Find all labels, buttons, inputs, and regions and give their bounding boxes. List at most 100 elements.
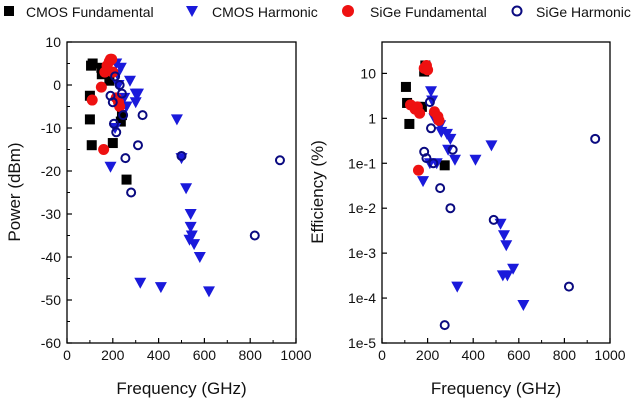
efficiency-y-tick-label: 1e-4 — [348, 290, 376, 306]
efficiency-point-sige-fundamental — [433, 114, 445, 126]
legend-label-sige-harmonic: SiGe Harmonic — [536, 4, 631, 20]
power-y-tick-label: 0 — [53, 77, 61, 93]
efficiency-x-tick-label: 400 — [462, 347, 486, 363]
legend-marker-cmos-harmonic — [186, 6, 198, 17]
power-point-cmos-fundamental — [96, 62, 107, 73]
legend: CMOS Fundamental CMOS Harmonic SiGe Fund… — [4, 4, 631, 20]
power-y-tick-label: -10 — [41, 120, 61, 136]
power-chart-y-title: Power (dBm) — [5, 142, 24, 241]
efficiency-point-sige-harmonic — [421, 153, 432, 164]
power-point-cmos-harmonic — [188, 239, 201, 251]
power-point-sige-fundamental — [98, 144, 110, 155]
efficiency-point-cmos-harmonic — [425, 86, 438, 98]
power-x-tick-label: 1000 — [280, 347, 311, 363]
efficiency-y-tick-label: 1e-5 — [348, 335, 376, 351]
efficiency-point-sige-fundamental — [414, 107, 426, 119]
efficiency-point-cmos-harmonic — [507, 263, 520, 275]
legend-label-cmos-fundamental: CMOS Fundamental — [26, 4, 154, 20]
power-x-tick-label: 200 — [101, 347, 125, 363]
legend-entry-sige-harmonic: SiGe Harmonic — [511, 4, 631, 20]
efficiency-point-sige-harmonic — [428, 158, 439, 169]
power-chart-points — [84, 53, 285, 298]
power-point-cmos-harmonic — [114, 62, 127, 74]
efficiency-point-sige-harmonic — [590, 133, 601, 144]
efficiency-point-sige-harmonic — [447, 144, 458, 155]
efficiency-point-cmos-fundamental — [400, 81, 411, 92]
efficiency-point-cmos-harmonic — [469, 154, 482, 166]
efficiency-point-cmos-harmonic — [485, 140, 498, 152]
efficiency-chart-y-title: Efficiency (%) — [308, 140, 327, 244]
efficiency-point-cmos-harmonic — [417, 176, 430, 188]
power-point-sige-fundamental — [86, 94, 98, 106]
power-chart-x-title: Frequency (GHz) — [116, 379, 246, 398]
efficiency-point-cmos-harmonic — [497, 230, 510, 242]
efficiency-point-cmos-harmonic — [451, 281, 464, 293]
power-point-cmos-harmonic — [184, 209, 197, 220]
efficiency-chart: 0 200 400 600 800 1000 10 1 1e-1 1e-2 1e-3 1e-4 1e-5… — [308, 41, 626, 398]
power-point-sige-harmonic — [108, 118, 119, 129]
power-point-cmos-harmonic — [131, 88, 144, 100]
power-chart-ticks: 0 200 400 600 800 1000 10 0 -10 -20 -30 -40 -50 -60 — [41, 34, 312, 363]
power-x-tick-label: 600 — [193, 347, 217, 363]
legend-label-sige-fundamental: SiGe Fundamental — [370, 4, 487, 20]
power-point-sige-harmonic — [114, 80, 125, 90]
legend-entry-cmos-harmonic: CMOS Harmonic — [186, 4, 318, 20]
efficiency-point-sige-harmonic — [424, 97, 435, 108]
power-point-cmos-fundamental — [121, 174, 132, 185]
power-point-cmos-fundamental — [116, 110, 127, 121]
power-point-cmos-fundamental — [115, 116, 126, 127]
power-point-sige-harmonic — [118, 110, 129, 121]
power-point-sige-harmonic — [126, 187, 137, 198]
power-point-sige-harmonic — [132, 140, 143, 151]
power-point-cmos-harmonic — [193, 252, 206, 263]
efficiency-y-tick-label: 1e-1 — [348, 155, 376, 171]
power-point-cmos-harmonic — [129, 97, 142, 109]
efficiency-point-cmos-fundamental — [439, 160, 450, 171]
power-point-sige-harmonic — [116, 88, 127, 99]
efficiency-point-sige-harmonic — [435, 183, 446, 194]
power-point-cmos-fundamental — [84, 114, 95, 125]
efficiency-point-cmos-harmonic — [444, 133, 457, 145]
power-point-cmos-fundamental — [104, 75, 115, 86]
power-point-sige-harmonic — [120, 153, 131, 164]
efficiency-point-sige-harmonic — [563, 281, 574, 292]
efficiency-point-cmos-harmonic — [501, 270, 514, 282]
legend-entry-sige-fundamental: SiGe Fundamental — [342, 4, 487, 20]
power-point-sige-harmonic — [107, 97, 118, 108]
power-y-tick-label: 10 — [45, 34, 61, 50]
efficiency-point-sige-harmonic — [426, 123, 437, 134]
efficiency-point-sige-fundamental — [412, 164, 424, 176]
power-point-cmos-harmonic — [104, 161, 117, 173]
power-x-tick-label: 0 — [63, 347, 71, 363]
power-point-sige-harmonic — [176, 150, 187, 161]
efficiency-point-cmos-harmonic — [500, 240, 513, 252]
efficiency-x-tick-label: 200 — [416, 347, 440, 363]
power-point-cmos-harmonic — [202, 286, 215, 298]
power-point-cmos-harmonic — [184, 221, 197, 233]
efficiency-point-sige-harmonic — [439, 320, 450, 331]
legend-marker-cmos-fundamental — [4, 6, 14, 16]
legend-entry-cmos-fundamental: CMOS Fundamental — [4, 4, 154, 20]
power-point-cmos-fundamental — [107, 138, 118, 149]
efficiency-chart-points — [400, 59, 601, 331]
power-y-tick-label: -30 — [41, 206, 61, 222]
power-point-sige-fundamental — [95, 81, 107, 93]
legend-marker-sige-fundamental — [342, 5, 354, 17]
efficiency-x-tick-label: 0 — [378, 347, 386, 363]
power-point-sige-harmonic — [249, 230, 260, 241]
efficiency-point-sige-harmonic — [488, 214, 499, 225]
power-point-cmos-harmonic — [170, 114, 183, 126]
efficiency-x-tick-label: 1000 — [594, 347, 625, 363]
power-point-cmos-harmonic — [180, 183, 193, 195]
power-point-sige-harmonic — [111, 127, 122, 138]
power-point-sige-fundamental — [106, 53, 118, 65]
power-point-sige-harmonic — [110, 71, 121, 82]
efficiency-chart-ticks: 0 200 400 600 800 1000 10 1 1e-1 1e-2 1e-3 1e-4 1e-5 — [348, 65, 626, 363]
efficiency-x-tick-label: 600 — [507, 347, 531, 363]
efficiency-point-cmos-harmonic — [517, 300, 530, 312]
power-point-cmos-fundamental — [87, 58, 98, 69]
power-point-cmos-fundamental — [86, 140, 97, 151]
power-x-tick-label: 800 — [239, 347, 263, 363]
power-point-cmos-harmonic — [154, 282, 167, 294]
